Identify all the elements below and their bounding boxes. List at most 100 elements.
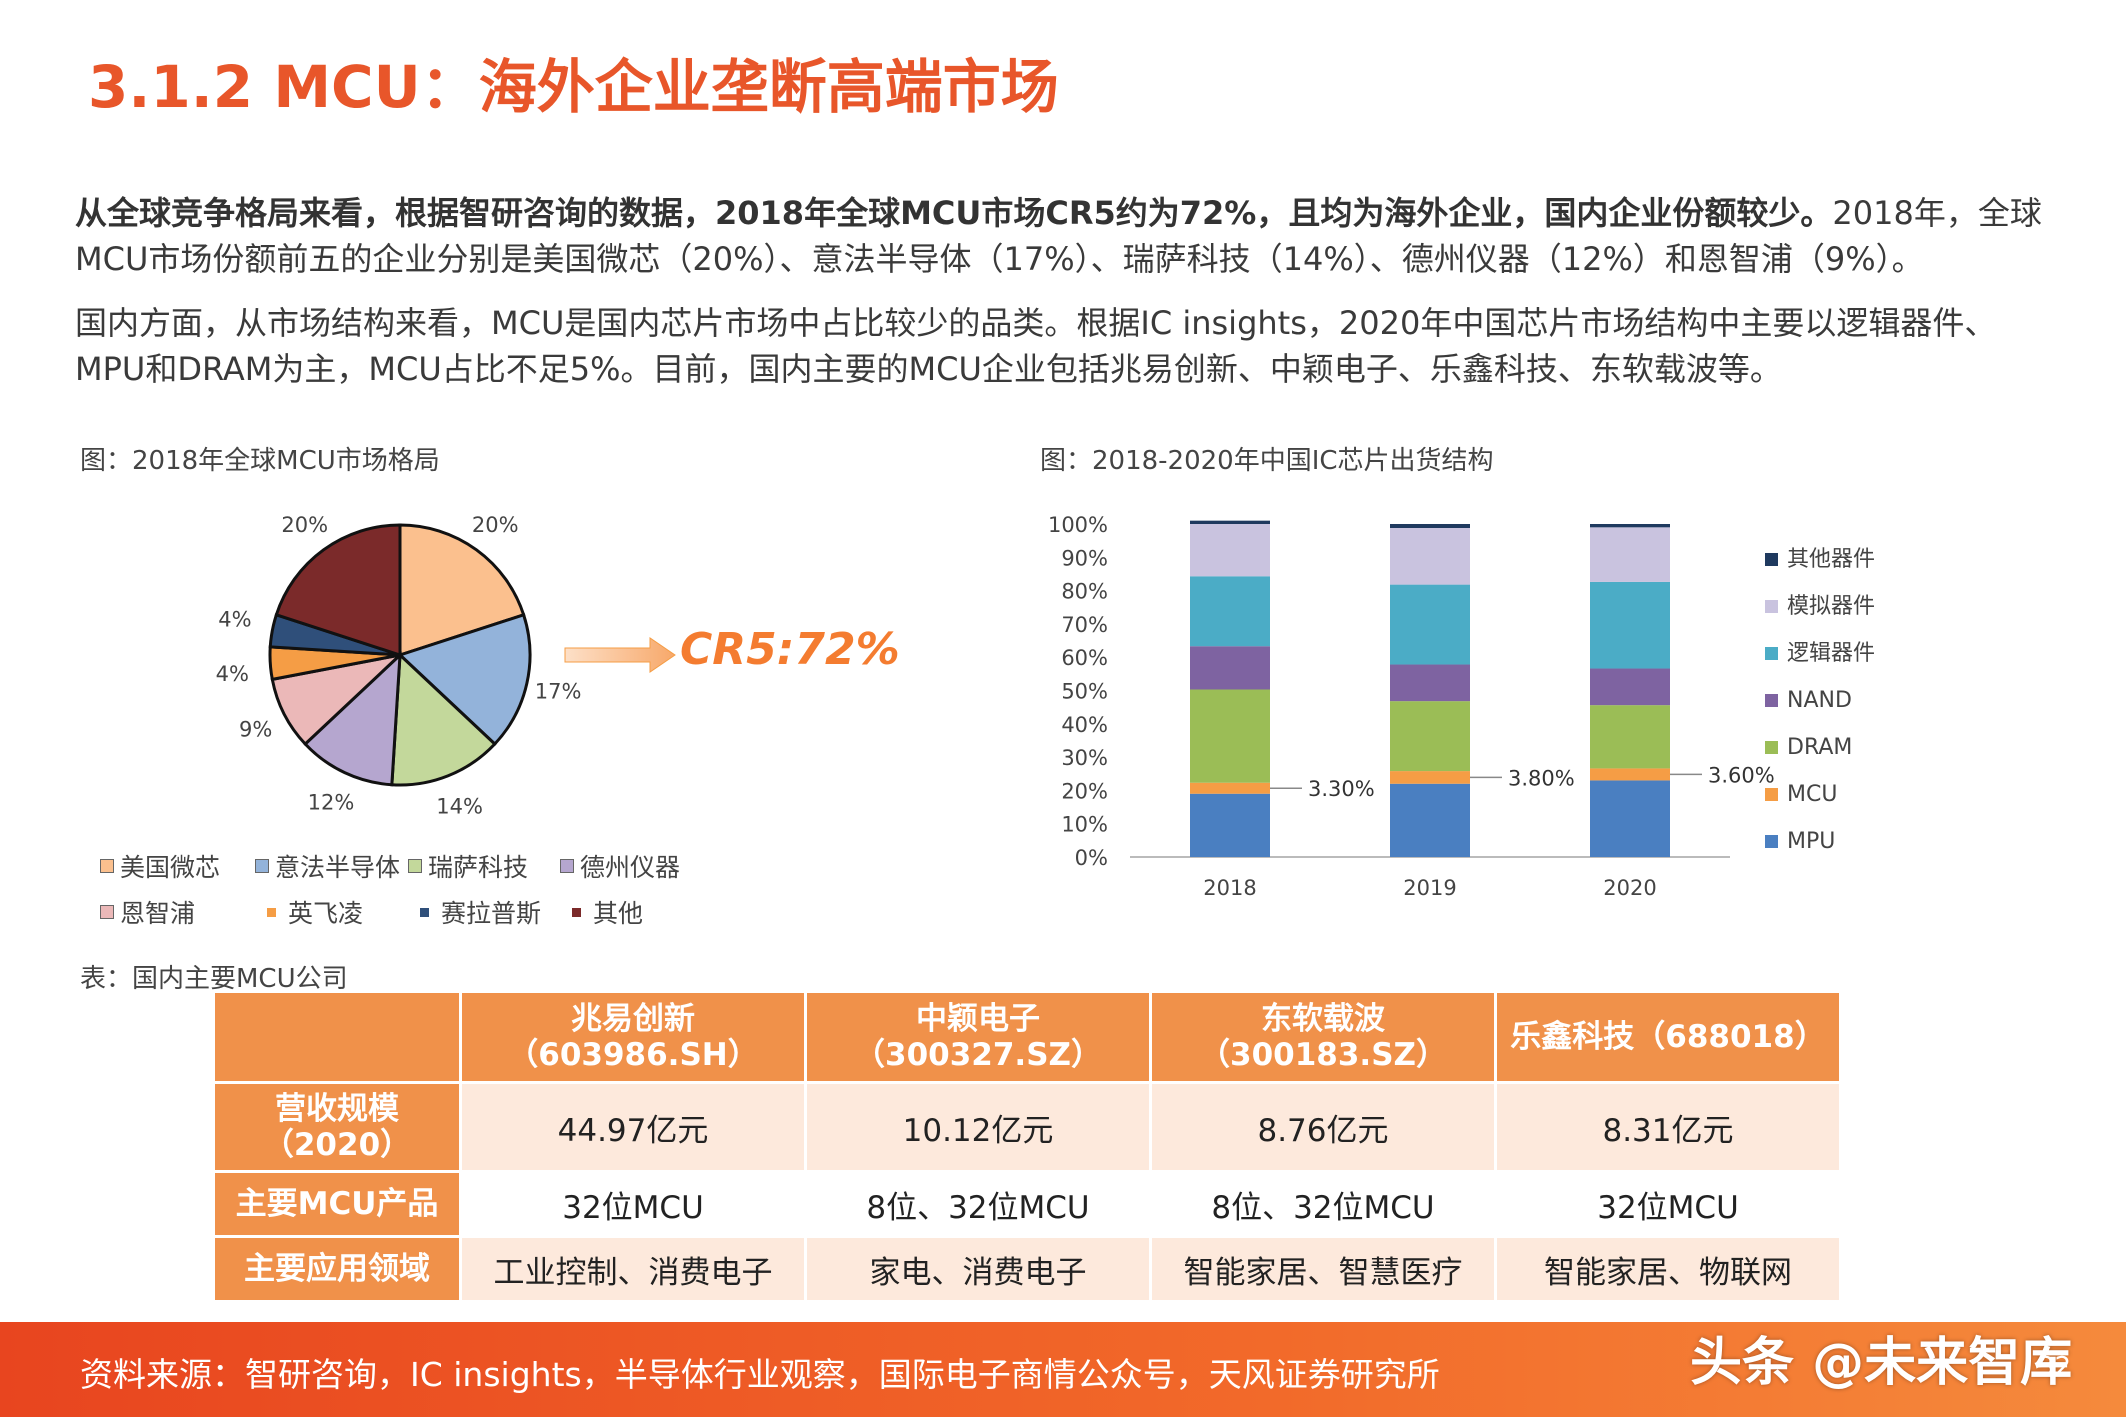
bar-segment (1390, 527, 1470, 585)
row-label: 营收规模 (275, 1091, 399, 1127)
legend-label: MCU (1787, 782, 1837, 807)
mcu-share-label: 3.60% (1708, 763, 1775, 787)
legend-item: 瑞萨科技 (408, 848, 528, 884)
legend-label: MPU (1787, 829, 1835, 854)
legend-swatch (100, 859, 114, 873)
pie-slice-label: 12% (308, 791, 355, 815)
legend-swatch (560, 859, 574, 873)
legend-swatch (1765, 647, 1778, 660)
legend-swatch (572, 907, 581, 917)
bar-segment (1390, 701, 1470, 772)
bar-segment (1590, 768, 1670, 781)
mcu-share-label: 3.30% (1308, 777, 1375, 801)
table-header-cell: 中颖电子 （300327.SZ） (807, 993, 1149, 1081)
legend-swatch (1765, 600, 1778, 613)
mcu-share-label: 3.80% (1508, 766, 1575, 790)
page-title: 3.1.2 MCU：海外企业垄断高端市场 (88, 53, 1059, 121)
bar-segment (1590, 780, 1670, 857)
table-cell: 工业控制、消费电子 (462, 1238, 804, 1300)
legend-label: 模拟器件 (1787, 594, 1875, 619)
table-header-cell: 乐鑫科技（688018） (1497, 993, 1839, 1081)
table-cell: 10.12亿元 (807, 1084, 1149, 1170)
legend-swatch (1765, 741, 1778, 754)
legend-label: NAND (1787, 688, 1852, 713)
x-tick-label: 2020 (1603, 876, 1656, 900)
table-cell: 智能家居、智慧医疗 (1152, 1238, 1494, 1300)
bar-segment (1190, 793, 1270, 857)
pie-slice-label: 4% (218, 608, 251, 632)
row-header-cell: 主要MCU产品 (215, 1173, 459, 1235)
legend-label: 其他器件 (1787, 547, 1875, 572)
legend-swatch (1765, 835, 1778, 848)
row-header-cell: 主要应用领域 (215, 1238, 459, 1300)
row-label-sub: （2020） (262, 1127, 412, 1163)
pie-slice (397, 612, 532, 747)
bar-segment (1390, 584, 1470, 665)
legend-item: 其他 (560, 894, 643, 930)
stacked-bar-chart: 0% 10% 20% 30% 40% 50% 60% 70% 80% 90% 100% 3.30% 20… (1048, 513, 1875, 900)
y-tick-label: 40% (1061, 713, 1108, 737)
legend-label: 意法半导体 (275, 853, 401, 882)
bar-segment (1190, 689, 1270, 783)
y-tick-label: 30% (1061, 746, 1108, 770)
pie-slice-label: 9% (239, 718, 272, 742)
bar-segment (1590, 668, 1670, 706)
y-tick-label: 20% (1061, 779, 1108, 803)
legend-label: 德州仪器 (580, 853, 681, 882)
paragraph-domestic: 国内方面，从市场结构来看，MCU是国内芯片市场中占比较少的品类。根据IC ins… (75, 304, 1997, 388)
legend-item: 德州仪器 (560, 848, 680, 884)
legend-label: 其他 (593, 899, 644, 928)
stock-code: （300183.SZ） (1199, 1037, 1447, 1073)
table-row: 营收规模 （2020） 44.97亿元 10.12亿元 8.76亿元 8.31亿… (215, 1084, 1839, 1170)
legend-swatch (100, 905, 114, 919)
legend-label: 赛拉普斯 (441, 899, 542, 928)
x-tick-label: 2019 (1403, 876, 1456, 900)
row-header-cell: 营收规模 （2020） (215, 1084, 459, 1170)
pie-slice (390, 651, 497, 787)
company-name: 兆易创新 (571, 1001, 695, 1037)
table-header-cell: 东软载波 （300183.SZ） (1152, 993, 1494, 1081)
bar-segment (1190, 520, 1270, 524)
legend-label: 英飞凌 (288, 899, 364, 928)
footer-bar (0, 1322, 2126, 1417)
bar-segment (1390, 771, 1470, 784)
legend-swatch (1765, 553, 1778, 566)
company-name: 东软载波 (1261, 1001, 1385, 1037)
y-tick-label: 70% (1061, 613, 1108, 637)
legend-label: 美国微芯 (120, 853, 221, 882)
table-cell: 32位MCU (462, 1173, 804, 1235)
page-number: 32 (2038, 1352, 2072, 1382)
y-tick-label: 60% (1061, 646, 1108, 670)
y-tick-label: 80% (1061, 580, 1108, 604)
table-cell: 家电、消费电子 (807, 1238, 1149, 1300)
legend-label: 逻辑器件 (1787, 641, 1875, 666)
legend-swatch (267, 907, 276, 917)
pie-slice (274, 523, 402, 658)
table-corner-cell (215, 993, 459, 1081)
legend-swatch (1765, 694, 1778, 707)
paragraph-body: 2018年，全球MCU市场份额前五的企业分别是美国微芯（20%）、意法半导体（1… (75, 194, 2042, 278)
legend-label: 瑞萨科技 (428, 853, 529, 882)
bar-segment (1590, 581, 1670, 669)
legend-item: 美国微芯 (100, 848, 220, 884)
legend-label: DRAM (1787, 735, 1852, 760)
bar-segment (1390, 524, 1470, 528)
pie-slice (398, 523, 526, 658)
legend-item: 赛拉普斯 (408, 894, 541, 930)
pie-slice-label: 20% (472, 513, 519, 537)
pie-slice-label: 14% (436, 795, 483, 819)
pie-slice (303, 651, 402, 787)
table-cell: 8位、32位MCU (1152, 1173, 1494, 1235)
pie-chart-caption: 图：2018年全球MCU市场格局 (80, 446, 440, 476)
legend-swatch (420, 907, 429, 917)
pie-chart: 20% 17% 14% 12% 9% 4% 4% 20% (216, 513, 582, 819)
bar-segment (1190, 576, 1270, 647)
legend-item: 意法半导体 (255, 848, 400, 884)
table-row: 主要应用领域 工业控制、消费电子 家电、消费电子 智能家居、智慧医疗 智能家居、… (215, 1238, 1839, 1300)
table-row: 主要MCU产品 32位MCU 8位、32位MCU 8位、32位MCU 32位MC… (215, 1173, 1839, 1235)
table-header-row: 兆易创新 （603986.SH） 中颖电子 （300327.SZ） 东软载波 （… (215, 993, 1839, 1081)
bar-chart-caption: 图：2018-2020年中国IC芯片出货结构 (1040, 446, 1494, 476)
table-cell: 8.31亿元 (1497, 1084, 1839, 1170)
x-tick-label: 2018 (1203, 876, 1256, 900)
paragraph-bold-lead: 从全球竞争格局来看，根据智研咨询的数据，2018年全球MCU市场CR5约为72%… (75, 194, 1833, 232)
